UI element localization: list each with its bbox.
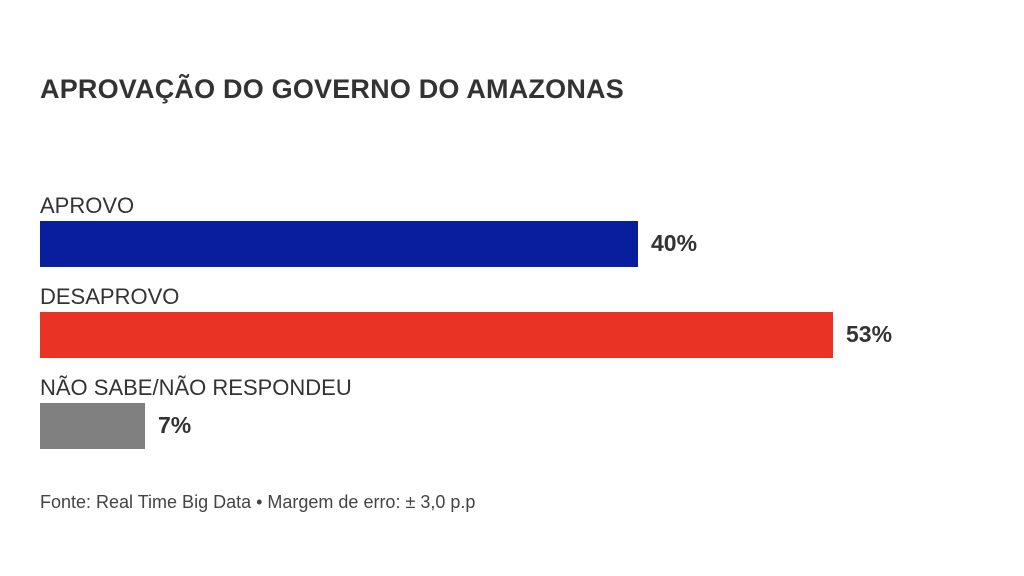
bar	[40, 312, 833, 358]
value-label: 53%	[846, 321, 893, 347]
bar	[40, 221, 638, 267]
chart-title: APROVAÇÃO DO GOVERNO DO AMAZONAS	[40, 74, 624, 104]
category-label: DESAPROVO	[40, 284, 180, 309]
value-label: 7%	[158, 412, 192, 438]
category-label: NÃO SABE/NÃO RESPONDEU	[40, 375, 352, 400]
category-label: APROVO	[40, 193, 135, 218]
value-label: 40%	[651, 230, 698, 256]
chart-source: Fonte: Real Time Big Data • Margem de er…	[40, 492, 476, 512]
bar	[40, 403, 145, 449]
